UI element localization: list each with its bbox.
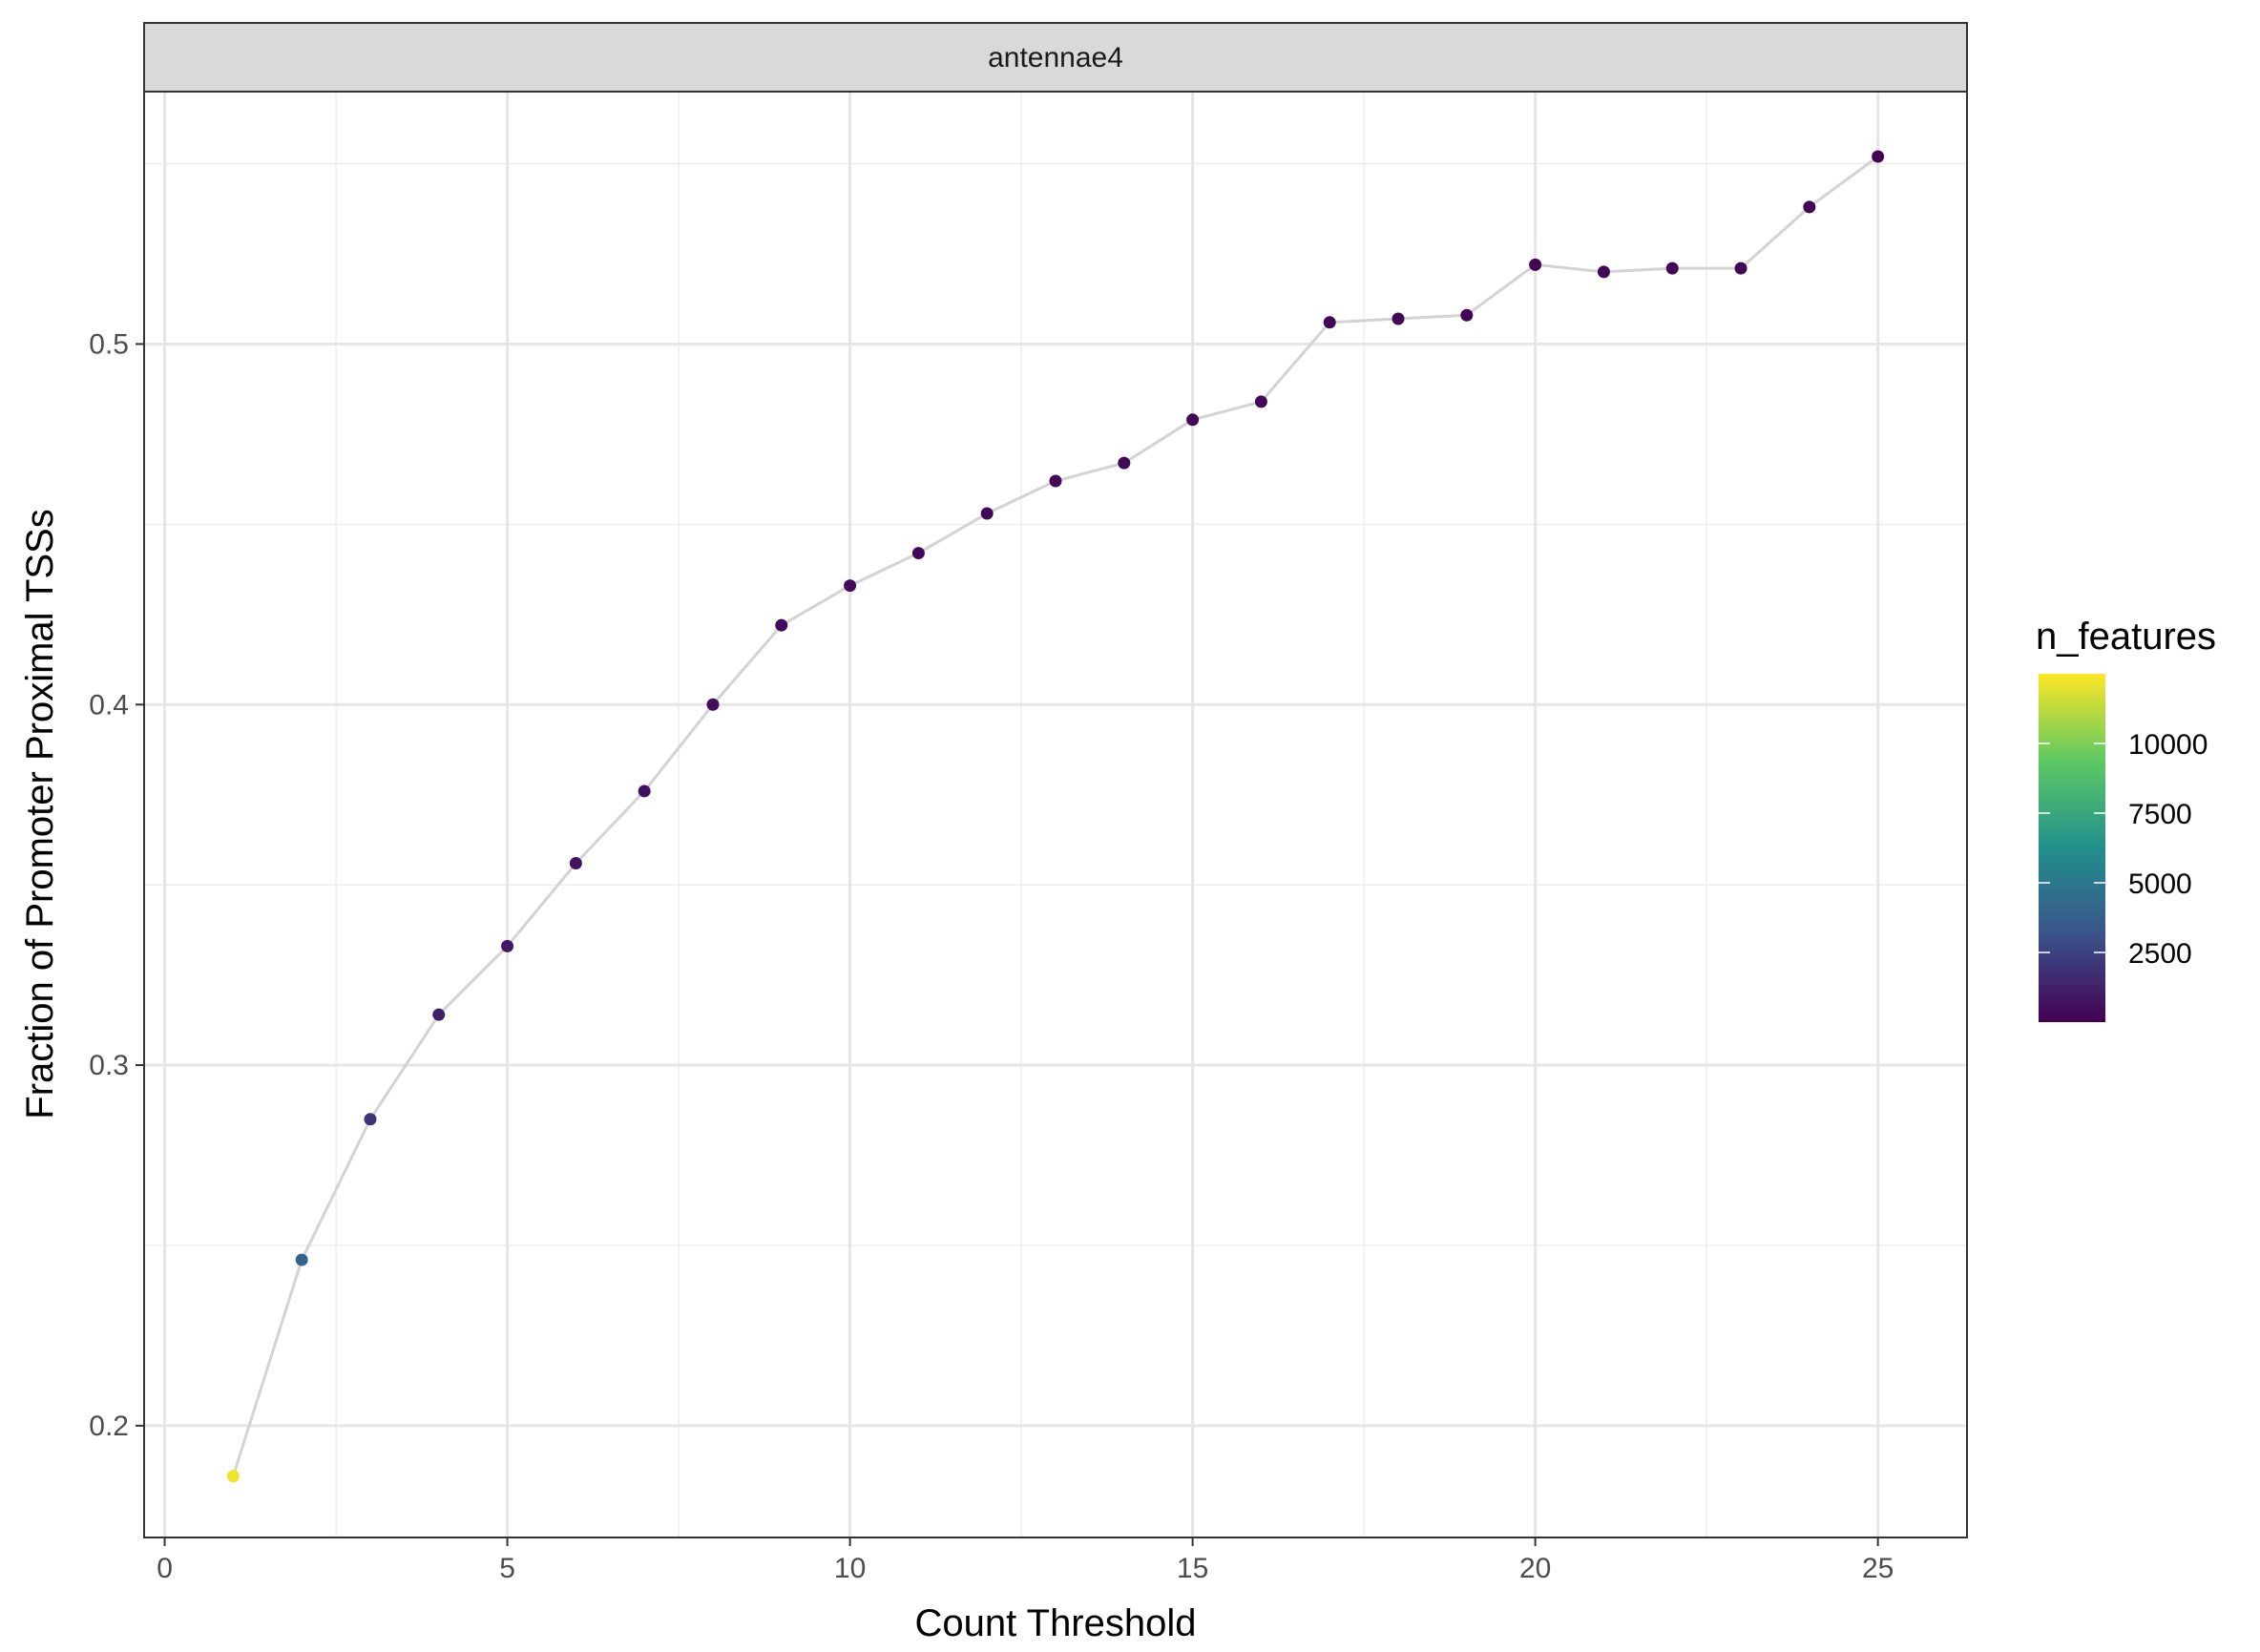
data-point bbox=[844, 579, 857, 593]
legend-tick-label: 7500 bbox=[2128, 799, 2192, 830]
x-tick-label: 10 bbox=[834, 1553, 866, 1584]
y-axis-title: Fraction of Promoter Proximal TSSs bbox=[19, 509, 61, 1119]
data-point bbox=[1254, 395, 1267, 408]
data-point bbox=[1186, 413, 1200, 427]
data-point bbox=[1323, 316, 1336, 329]
x-axis-title: Count Threshold bbox=[915, 1602, 1197, 1644]
x-tick-label: 5 bbox=[499, 1553, 515, 1584]
y-axis: 0.2 0.3 0.4 0.5 bbox=[89, 328, 144, 1442]
legend-colorbar bbox=[2039, 674, 2105, 1022]
facet-strip-label: antennae4 bbox=[988, 42, 1123, 73]
data-point bbox=[569, 857, 582, 870]
x-tick-label: 20 bbox=[1519, 1553, 1551, 1584]
data-point bbox=[1049, 474, 1062, 488]
data-point bbox=[226, 1470, 240, 1483]
series-points bbox=[226, 150, 1885, 1483]
legend-tick-label: 10000 bbox=[2128, 729, 2208, 761]
y-tick-label: 0.3 bbox=[89, 1050, 129, 1081]
color-legend: n_features 2500 5000 7500 10000 bbox=[2036, 616, 2216, 1022]
y-tick-label: 0.2 bbox=[89, 1411, 129, 1442]
data-point bbox=[364, 1113, 377, 1126]
data-point bbox=[1392, 312, 1405, 325]
data-point bbox=[1803, 200, 1816, 214]
y-tick-label: 0.4 bbox=[89, 689, 129, 721]
plot-panel-border bbox=[143, 91, 1968, 1538]
data-point bbox=[775, 618, 788, 632]
legend-ticks: 2500 5000 7500 10000 bbox=[2039, 729, 2208, 970]
data-point bbox=[1734, 261, 1747, 275]
grid-minor bbox=[144, 92, 1967, 1537]
data-point bbox=[1872, 150, 1885, 163]
grid-major bbox=[144, 92, 1967, 1537]
x-tick-label: 0 bbox=[157, 1553, 173, 1584]
data-point bbox=[1529, 258, 1542, 271]
data-point bbox=[1665, 261, 1679, 275]
legend-tick-label: 2500 bbox=[2128, 938, 2192, 970]
x-axis: 0 5 10 15 20 25 bbox=[157, 1537, 1894, 1584]
data-point bbox=[1118, 456, 1131, 470]
legend-tick-label: 5000 bbox=[2128, 868, 2192, 900]
data-point bbox=[706, 698, 720, 711]
legend-title: n_features bbox=[2036, 616, 2216, 658]
y-tick-label: 0.5 bbox=[89, 328, 129, 360]
data-point bbox=[1597, 265, 1610, 279]
data-point bbox=[501, 939, 514, 952]
data-point bbox=[295, 1253, 308, 1266]
data-point bbox=[638, 784, 651, 798]
data-point bbox=[1460, 308, 1474, 322]
x-tick-label: 25 bbox=[1862, 1553, 1894, 1584]
data-point bbox=[432, 1008, 446, 1021]
x-tick-label: 15 bbox=[1177, 1553, 1208, 1584]
data-point bbox=[980, 507, 994, 520]
data-point bbox=[911, 547, 925, 560]
facet-strip bbox=[143, 22, 1968, 93]
plot-panel bbox=[144, 92, 1967, 1537]
